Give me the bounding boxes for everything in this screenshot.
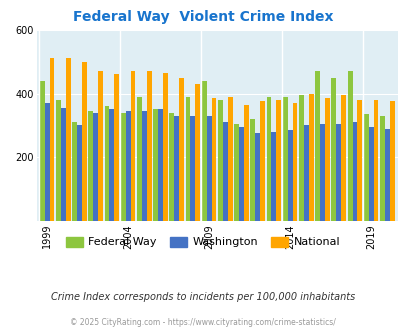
Bar [179,78,183,221]
Bar [201,81,206,221]
Bar [373,100,377,221]
Bar [93,113,98,221]
Bar [104,106,109,221]
Bar [266,97,271,221]
Bar [356,100,361,221]
Bar [243,105,248,221]
Bar [324,98,329,221]
Bar [121,113,126,221]
Bar [206,116,211,221]
Bar [330,78,335,221]
Bar [250,119,255,221]
Bar [158,110,162,221]
Bar [314,71,319,221]
Bar [319,124,324,221]
Bar [227,97,232,221]
Bar [141,111,146,221]
Bar [162,73,167,221]
Bar [260,102,264,221]
Bar [368,127,373,221]
Bar [88,111,93,221]
Bar [40,81,45,221]
Bar [282,97,287,221]
Bar [335,124,340,221]
Bar [66,58,70,221]
Bar [389,102,394,221]
Bar [126,111,130,221]
Bar [384,129,389,221]
Bar [308,93,313,221]
Bar [276,100,281,221]
Bar [49,58,54,221]
Bar [239,127,243,221]
Bar [287,130,292,221]
Bar [109,110,114,221]
Bar [255,133,260,221]
Bar [72,122,77,221]
Bar [45,103,49,221]
Legend: Federal Way, Washington, National: Federal Way, Washington, National [62,232,343,252]
Bar [195,84,200,221]
Bar [185,97,190,221]
Bar [234,124,239,221]
Text: © 2025 CityRating.com - https://www.cityrating.com/crime-statistics/: © 2025 CityRating.com - https://www.city… [70,318,335,327]
Bar [169,113,174,221]
Bar [211,98,216,221]
Bar [217,100,222,221]
Bar [98,71,103,221]
Bar [222,122,227,221]
Bar [136,97,141,221]
Bar [146,71,151,221]
Bar [303,125,308,221]
Bar [153,110,158,221]
Bar [292,103,297,221]
Bar [190,116,195,221]
Bar [347,71,352,221]
Bar [130,71,135,221]
Bar [174,116,179,221]
Bar [298,95,303,221]
Bar [271,132,276,221]
Bar [77,125,82,221]
Text: Crime Index corresponds to incidents per 100,000 inhabitants: Crime Index corresponds to incidents per… [51,292,354,302]
Bar [340,95,345,221]
Bar [56,100,61,221]
Bar [379,116,384,221]
Bar [352,122,356,221]
Bar [82,62,87,221]
Bar [61,108,66,221]
Bar [363,114,368,221]
Text: Federal Way  Violent Crime Index: Federal Way Violent Crime Index [72,10,333,24]
Bar [114,74,119,221]
